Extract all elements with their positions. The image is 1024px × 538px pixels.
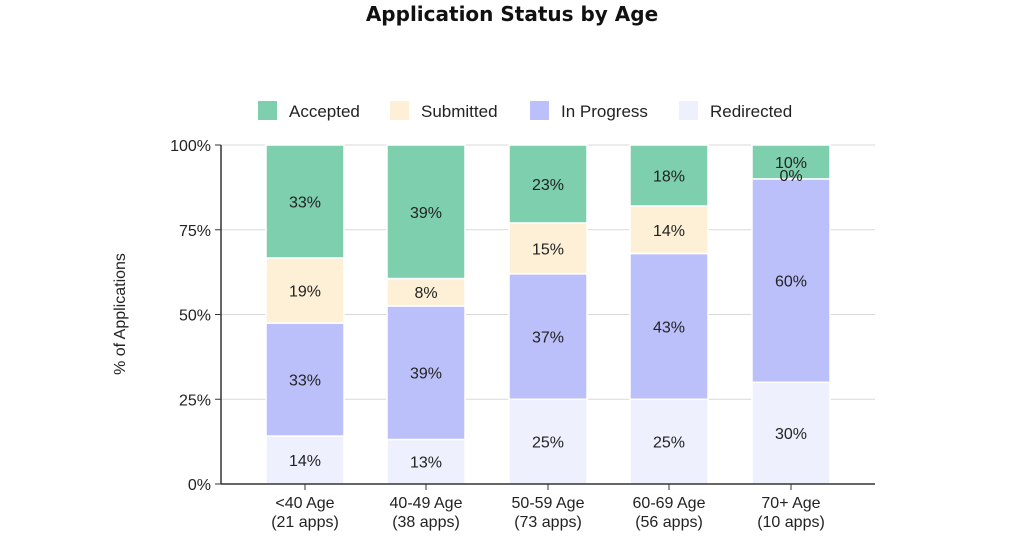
data-label: 33% xyxy=(289,373,321,390)
x-axis-ticks: <40 Age (21 apps) 40-49 Age (38 apps) 50-59 … xyxy=(271,484,825,531)
data-label: 43% xyxy=(653,319,685,336)
data-label: 60% xyxy=(775,274,807,291)
bar-segment-in-progress xyxy=(386,305,466,441)
bar-segment-in-progress xyxy=(508,273,588,401)
y-tick-label: 50% xyxy=(179,308,211,325)
x-tick-label: (38 apps) xyxy=(392,514,460,531)
data-label: 14% xyxy=(653,223,685,240)
data-label: 39% xyxy=(410,205,442,222)
bar-segment-accepted xyxy=(508,144,588,224)
y-tick-label: 0% xyxy=(188,477,211,494)
x-tick-label: (73 apps) xyxy=(514,514,582,531)
data-label: 10% xyxy=(775,155,807,172)
data-label: 30% xyxy=(775,426,807,443)
data-label: 23% xyxy=(532,177,564,194)
bar-segment-accepted xyxy=(751,144,831,180)
data-label: 33% xyxy=(289,195,321,212)
bar-segment-redirected xyxy=(751,381,831,485)
legend-label: Redirected xyxy=(710,102,792,121)
legend-label: Submitted xyxy=(421,102,498,121)
x-tick-label: <40 Age xyxy=(275,495,334,512)
data-label: 0% xyxy=(779,168,802,185)
x-tick-label: 70+ Age xyxy=(761,495,820,512)
y-axis-ticks: 0% 25% 50% 75% 100% xyxy=(170,138,221,494)
legend-label: Accepted xyxy=(289,102,360,121)
data-label: 14% xyxy=(289,453,321,470)
chart-title: Application Status by Age xyxy=(365,2,659,26)
bar-segment-submitted xyxy=(629,205,709,255)
legend-swatch xyxy=(530,101,549,120)
bar-segment-in-progress xyxy=(265,322,345,437)
x-tick-label: (10 apps) xyxy=(757,514,825,531)
y-tick-label: 75% xyxy=(179,223,211,240)
bar-segment-in-progress xyxy=(751,178,831,384)
bar-segment-accepted xyxy=(629,144,709,207)
data-label: 25% xyxy=(653,435,685,452)
bar-segment-accepted xyxy=(386,144,466,280)
legend-swatch xyxy=(679,101,698,120)
data-label: 37% xyxy=(532,330,564,347)
data-label: 8% xyxy=(414,285,437,302)
bars: 14% 33% 19% 33% 13% 39% 8% 39% 25% 37% 15% 23% 25% 43… xyxy=(265,144,831,485)
data-label: 25% xyxy=(532,435,564,452)
bar-segment-redirected xyxy=(265,435,345,485)
bar-segment-in-progress xyxy=(629,252,709,400)
bar-segment-accepted xyxy=(265,144,345,259)
bar-segment-submitted xyxy=(265,257,345,324)
legend-label: In Progress xyxy=(561,102,648,121)
y-tick-label: 100% xyxy=(170,138,211,155)
x-tick-label: (56 apps) xyxy=(635,514,703,531)
x-tick-label: 50-59 Age xyxy=(512,495,585,512)
x-tick-label: 60-69 Age xyxy=(633,495,706,512)
y-tick-label: 25% xyxy=(179,392,211,409)
data-label: 18% xyxy=(653,169,685,186)
x-tick-label: (21 apps) xyxy=(271,514,339,531)
data-label: 15% xyxy=(532,241,564,258)
x-tick-label: 40-49 Age xyxy=(390,495,463,512)
legend: Accepted Submitted In Progress Redirected xyxy=(258,101,792,121)
legend-swatch xyxy=(390,101,409,120)
data-label: 13% xyxy=(410,455,442,472)
legend-swatch xyxy=(258,101,277,120)
data-label: 19% xyxy=(289,284,321,301)
y-axis-label: % of Applications xyxy=(112,253,129,375)
data-label: 39% xyxy=(410,366,442,383)
bar-segment-submitted xyxy=(508,222,588,275)
